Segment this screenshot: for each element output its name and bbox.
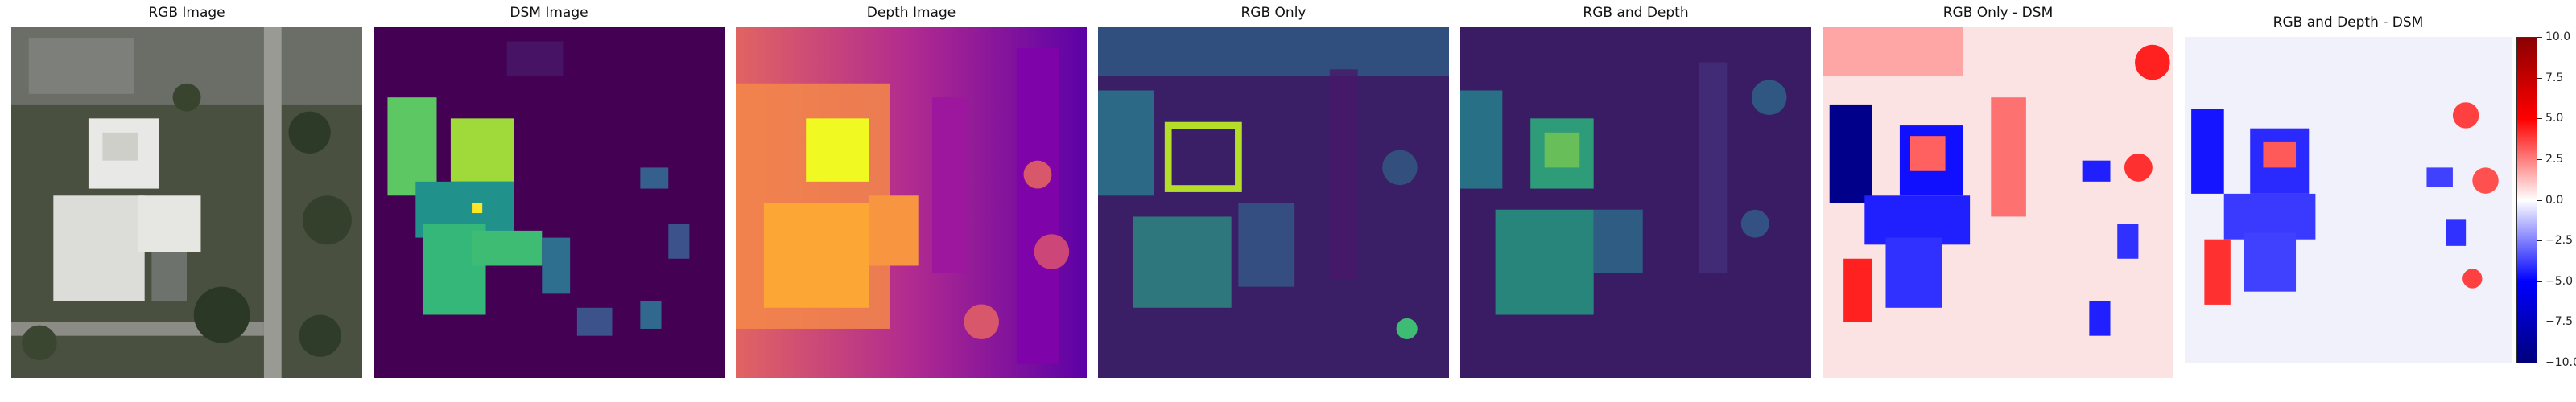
colorbar-tick — [2537, 77, 2542, 79]
rgb-aerial-image — [11, 27, 362, 378]
panel-rgb-and-depth-minus-dsm: RGB and Depth - DSM — [2185, 14, 2512, 363]
panel-title: RGB Only - DSM — [1942, 5, 2054, 21]
panel-rgb-only: RGB Only — [1098, 5, 1449, 378]
colorbar-tick-label: 0.0 — [2545, 193, 2564, 207]
colorbar-tick — [2537, 281, 2542, 282]
colorbar-tick — [2537, 118, 2542, 120]
depth-map-image — [736, 27, 1087, 378]
rgb-only-prediction-image — [1098, 27, 1449, 378]
panel-depth-image: Depth Image — [736, 5, 1087, 378]
panel-dsm-image: DSM Image — [374, 5, 724, 378]
colorbar-tick-label: −5.0 — [2545, 274, 2573, 288]
colorbar-tick-label: 5.0 — [2545, 112, 2564, 125]
panel-title: RGB and Depth - DSM — [2273, 14, 2424, 31]
colorbar: 10.0 7.5 5.0 2.5 0.0 −2.5 −5.0 −7.5 −10.0 — [2516, 31, 2576, 369]
colorbar-gradient — [2516, 37, 2537, 363]
panel-rgb-image: RGB Image — [11, 5, 362, 378]
colorbar-tick-label: 10.0 — [2545, 31, 2571, 43]
colorbar-tick-label: −10.0 — [2545, 356, 2576, 369]
rgb-only-error-map-image — [1823, 27, 2174, 378]
colorbar-tick — [2537, 158, 2542, 160]
colorbar-tick — [2537, 37, 2542, 38]
colorbar-tick-label: −2.5 — [2545, 234, 2573, 248]
panel-title: Depth Image — [866, 5, 956, 21]
colorbar-tick-label: 7.5 — [2545, 71, 2564, 84]
panel-rgb-only-minus-dsm: RGB Only - DSM — [1823, 5, 2174, 378]
rgb-and-depth-error-map-image — [2185, 37, 2512, 363]
colorbar-tick — [2537, 240, 2542, 242]
colorbar-tick-label: 2.5 — [2545, 152, 2564, 166]
colorbar-tick-label: −7.5 — [2545, 315, 2573, 329]
panel-title: RGB and Depth — [1583, 5, 1689, 21]
dsm-heightmap-image — [374, 27, 724, 378]
rgb-and-depth-prediction-image — [1460, 27, 1811, 378]
colorbar-tick — [2537, 199, 2542, 201]
panel-title: RGB Only — [1241, 5, 1307, 21]
panel-title: RGB Image — [148, 5, 225, 21]
panel-title: DSM Image — [510, 5, 588, 21]
panel-rgb-and-depth: RGB and Depth — [1460, 5, 1811, 378]
